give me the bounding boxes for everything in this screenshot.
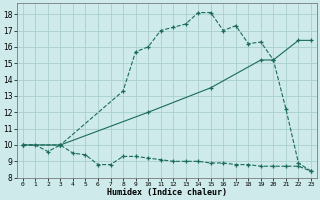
X-axis label: Humidex (Indice chaleur): Humidex (Indice chaleur) (107, 188, 227, 197)
